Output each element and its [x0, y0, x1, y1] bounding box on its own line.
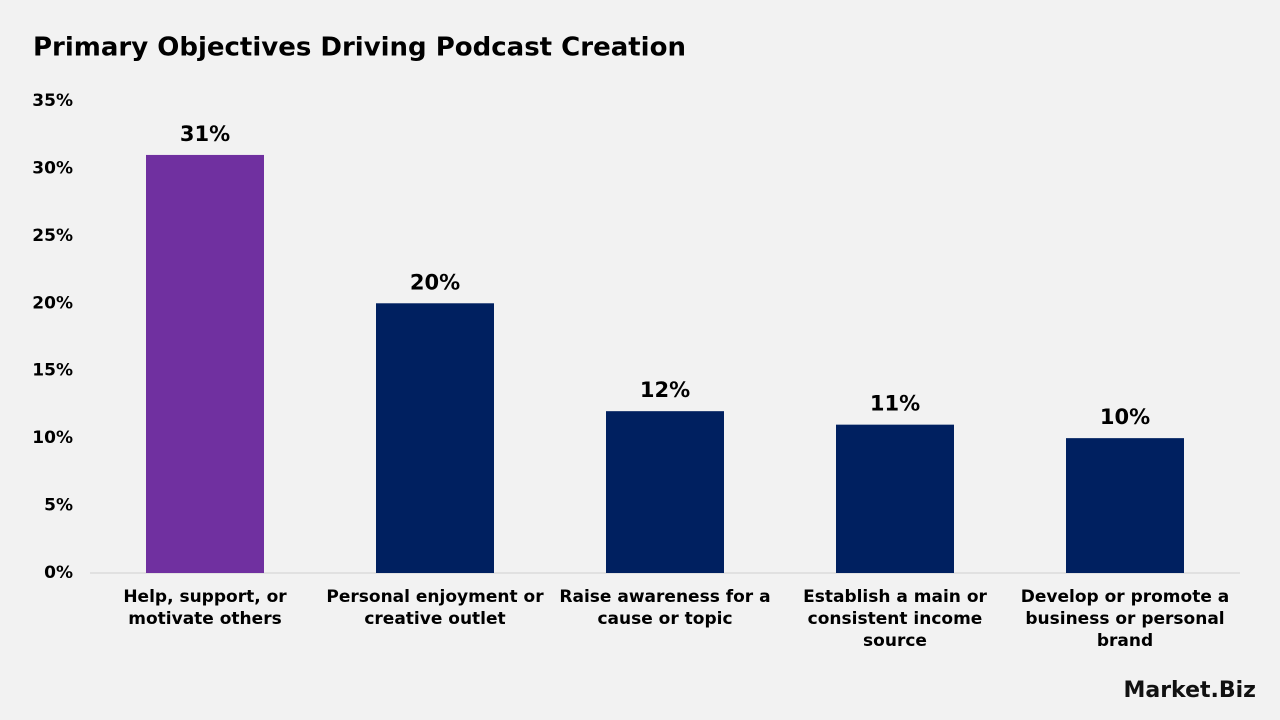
y-tick-label: 15% [32, 361, 73, 381]
y-tick-label: 5% [44, 496, 73, 516]
bar [1066, 438, 1184, 573]
value-label: 12% [640, 378, 690, 402]
value-label: 10% [1100, 405, 1150, 429]
bar [836, 424, 954, 573]
x-tick-label: Develop or promote a business or persona… [1020, 587, 1230, 651]
y-tick-label: 30% [32, 158, 73, 178]
bar [146, 154, 264, 573]
x-tick-label: Help, support, or motivate others [123, 587, 287, 629]
chart-title: Primary Objectives Driving Podcast Creat… [33, 33, 686, 63]
bar [376, 303, 494, 573]
x-tick-label: Personal enjoyment or creative outlet [326, 587, 544, 629]
y-tick-label: 0% [44, 563, 73, 583]
x-tick-label: Establish a main or consistent income so… [803, 587, 987, 651]
bar [606, 411, 724, 573]
y-tick-label: 25% [32, 226, 73, 246]
value-label: 20% [410, 270, 460, 294]
logo: Market.Biz [1123, 678, 1256, 703]
x-tick-label: Raise awareness for a cause or topic [559, 587, 771, 629]
y-tick-label: 35% [32, 91, 73, 111]
y-tick-label: 20% [32, 293, 73, 313]
y-tick-label: 10% [32, 428, 73, 448]
value-label: 11% [870, 392, 920, 416]
value-label: 31% [180, 122, 230, 146]
